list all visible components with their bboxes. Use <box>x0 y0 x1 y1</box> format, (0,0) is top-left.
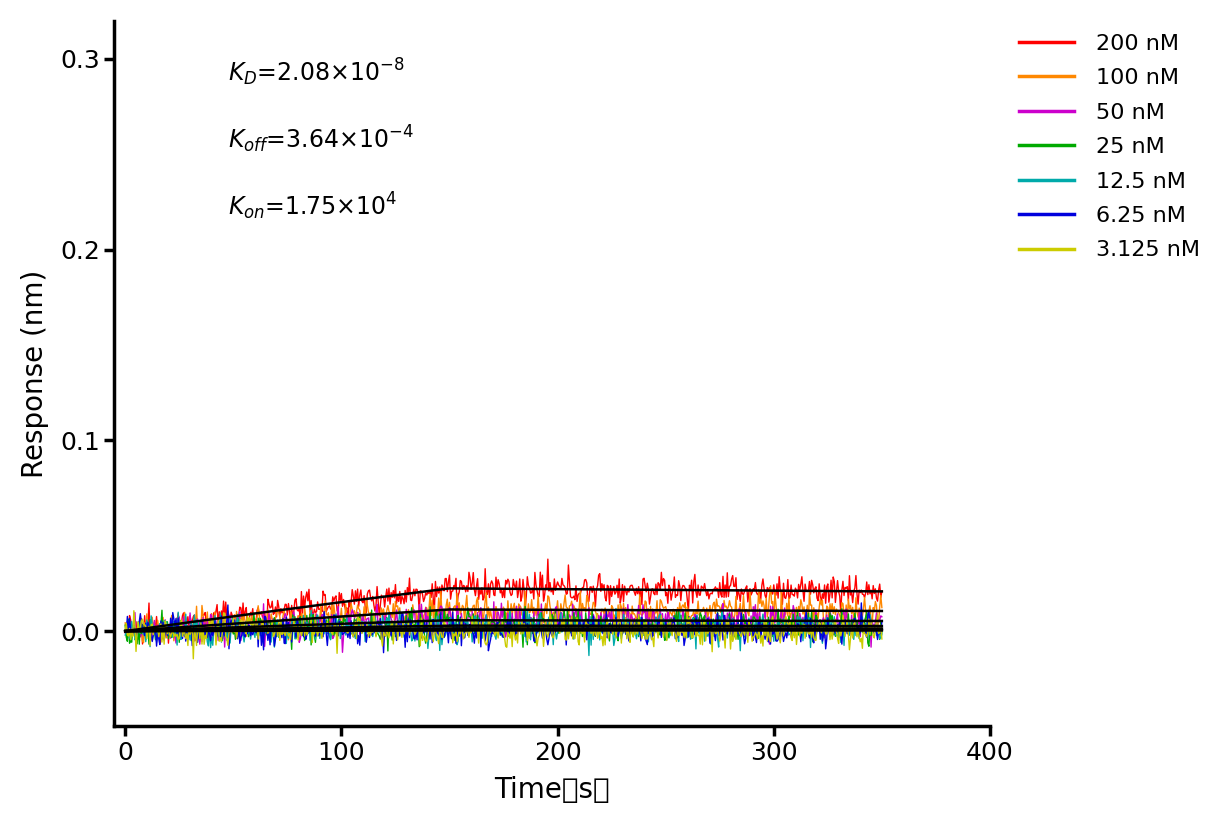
50 nM <box>673 616 688 626</box>
200 nM <box>153 639 167 649</box>
50 nM <box>729 629 744 639</box>
6.25 nM <box>874 616 889 626</box>
100 nM <box>728 610 742 620</box>
Legend: 200 nM, 100 nM, 50 nM, 25 nM, 12.5 nM, 6.25 nM, 3.125 nM: 200 nM, 100 nM, 50 nM, 25 nM, 12.5 nM, 6… <box>1009 25 1209 269</box>
Line: 100 nM: 100 nM <box>126 586 881 643</box>
200 nM <box>767 590 782 600</box>
Line: 3.125 nM: 3.125 nM <box>126 610 881 659</box>
50 nM <box>767 618 782 628</box>
25 nM <box>233 621 247 631</box>
50 nM <box>118 628 133 638</box>
12.5 nM <box>608 604 623 614</box>
25 nM <box>874 628 889 638</box>
12.5 nM <box>581 651 596 661</box>
Y-axis label: Response (nm): Response (nm) <box>21 270 49 478</box>
3.125 nM <box>186 654 201 664</box>
6.25 nM <box>854 598 869 608</box>
100 nM <box>430 606 444 615</box>
6.25 nM <box>241 620 256 630</box>
12.5 nM <box>241 629 256 639</box>
50 nM <box>241 615 256 625</box>
25 nM <box>118 620 133 630</box>
100 nM <box>234 613 249 623</box>
25 nM <box>518 601 533 611</box>
100 nM <box>672 598 687 608</box>
25 nM <box>729 622 744 632</box>
6.25 nM <box>118 625 133 635</box>
12.5 nM <box>233 629 247 639</box>
6.25 nM <box>233 639 247 648</box>
50 nM <box>874 612 889 622</box>
50 nM <box>430 615 444 625</box>
200 nM <box>430 592 444 601</box>
200 nM <box>243 612 257 622</box>
25 nM <box>767 620 782 629</box>
100 nM <box>243 613 257 623</box>
200 nM <box>874 587 889 596</box>
3.125 nM <box>430 633 444 643</box>
50 nM <box>486 596 501 606</box>
X-axis label: Time（s）: Time（s） <box>495 776 611 804</box>
3.125 nM <box>767 623 782 633</box>
200 nM <box>540 554 555 564</box>
Text: $K_{off}$=3.64×10$^{-4}$: $K_{off}$=3.64×10$^{-4}$ <box>228 123 414 154</box>
25 nM <box>430 606 444 615</box>
100 nM <box>874 602 889 612</box>
Text: $K_{on}$=1.75×10$^{4}$: $K_{on}$=1.75×10$^{4}$ <box>228 191 398 222</box>
100 nM <box>767 587 782 597</box>
25 nM <box>241 632 256 642</box>
12.5 nM <box>118 630 133 640</box>
3.125 nM <box>729 634 744 644</box>
12.5 nM <box>767 620 782 629</box>
3.125 nM <box>118 625 133 635</box>
12.5 nM <box>428 632 443 642</box>
6.25 nM <box>767 628 782 638</box>
6.25 nM <box>430 629 444 639</box>
50 nM <box>233 606 247 616</box>
6.25 nM <box>728 625 742 634</box>
12.5 nM <box>729 634 744 644</box>
200 nM <box>118 628 133 638</box>
100 nM <box>763 581 778 591</box>
100 nM <box>118 618 133 628</box>
25 nM <box>380 646 395 656</box>
Text: $K_D$=2.08×10$^{-8}$: $K_D$=2.08×10$^{-8}$ <box>228 56 405 87</box>
200 nM <box>234 603 249 613</box>
25 nM <box>673 610 688 620</box>
3.125 nM <box>235 626 250 636</box>
200 nM <box>673 596 688 606</box>
6.25 nM <box>672 626 687 636</box>
Line: 200 nM: 200 nM <box>126 559 881 644</box>
200 nM <box>729 573 744 582</box>
3.125 nM <box>874 634 889 644</box>
3.125 nM <box>127 606 142 615</box>
Line: 6.25 nM: 6.25 nM <box>126 603 881 653</box>
12.5 nM <box>673 625 688 634</box>
Line: 25 nM: 25 nM <box>126 606 881 651</box>
100 nM <box>137 638 151 648</box>
Line: 12.5 nM: 12.5 nM <box>126 609 881 656</box>
6.25 nM <box>377 648 391 658</box>
3.125 nM <box>244 620 259 629</box>
12.5 nM <box>874 629 889 639</box>
Line: 50 nM: 50 nM <box>126 601 881 653</box>
50 nM <box>335 648 350 658</box>
3.125 nM <box>673 620 688 629</box>
